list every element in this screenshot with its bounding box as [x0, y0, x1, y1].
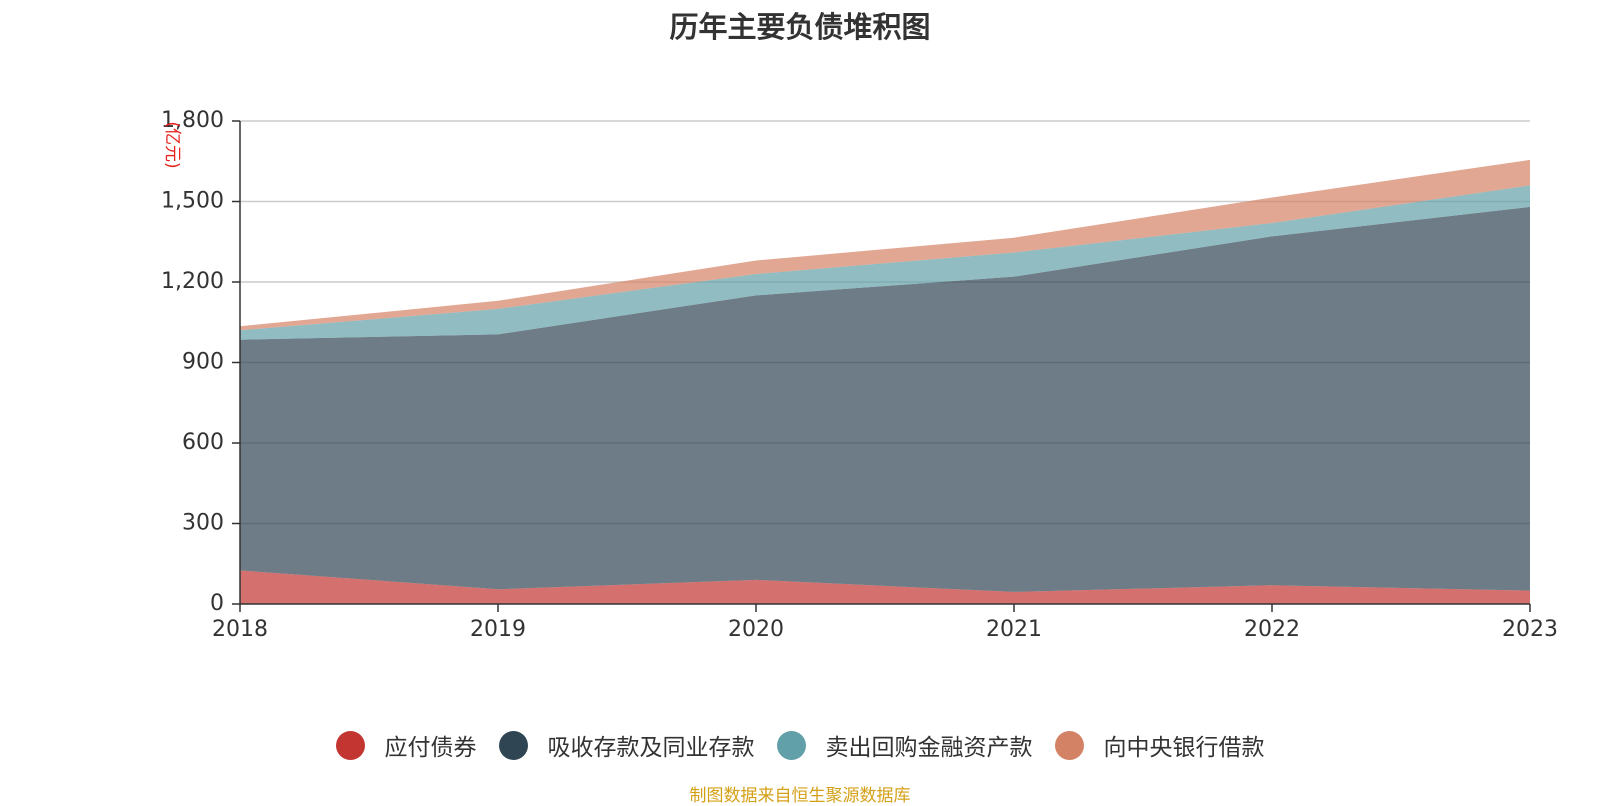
x-tick-label: 2021 — [986, 617, 1042, 642]
y-axis-unit-label: (亿元) — [162, 121, 182, 168]
legend-label: 吸收存款及同业存款 — [547, 735, 755, 761]
source-note: 制图数据来自恒生聚源数据库 — [689, 786, 911, 806]
area-series-2[interactable] — [240, 185, 1530, 340]
y-tick-label: 600 — [182, 430, 224, 455]
legend-label: 卖出回购金融资产款 — [825, 735, 1033, 761]
y-tick-label: 900 — [182, 350, 224, 375]
x-tick-label: 2019 — [470, 617, 526, 642]
legend-item-3[interactable]: 向中央银行借款 — [1054, 728, 1265, 762]
legend-marker-icon — [498, 730, 528, 760]
x-tick-label: 2022 — [1244, 617, 1300, 642]
legend-marker-icon — [1054, 730, 1084, 760]
y-tick-label: 1,200 — [161, 269, 224, 294]
axes: 0 300 600 900 1,200 1,500 1,800 2018 2019 2020 202… — [161, 108, 1558, 642]
legend-marker-icon — [776, 730, 806, 760]
x-tick-label: 2023 — [1502, 617, 1558, 642]
legend-item-0[interactable]: 应付债券 — [335, 728, 477, 762]
legend-item-2[interactable]: 卖出回购金融资产款 — [776, 728, 1033, 762]
legend: 应付债券 吸收存款及同业存款 卖出回购金融资产款 向中央银行借款 — [0, 728, 1600, 762]
y-tick-label: 300 — [182, 511, 224, 536]
x-tick-label: 2018 — [212, 617, 268, 642]
legend-label: 向中央银行借款 — [1103, 735, 1265, 761]
area-series-0[interactable] — [240, 570, 1530, 604]
legend-label: 应付债券 — [384, 735, 477, 761]
area-series-1[interactable] — [240, 206, 1530, 592]
legend-item-1[interactable]: 吸收存款及同业存款 — [498, 728, 755, 762]
x-tick-label: 2020 — [728, 617, 784, 642]
y-tick-label: 1,500 — [161, 189, 224, 214]
area-series — [240, 159, 1530, 604]
y-tick-label: 1,800 — [161, 108, 224, 133]
chart-title: 历年主要负债堆积图 — [669, 10, 931, 44]
y-tick-label: 0 — [210, 591, 224, 616]
legend-marker-icon — [335, 730, 365, 760]
